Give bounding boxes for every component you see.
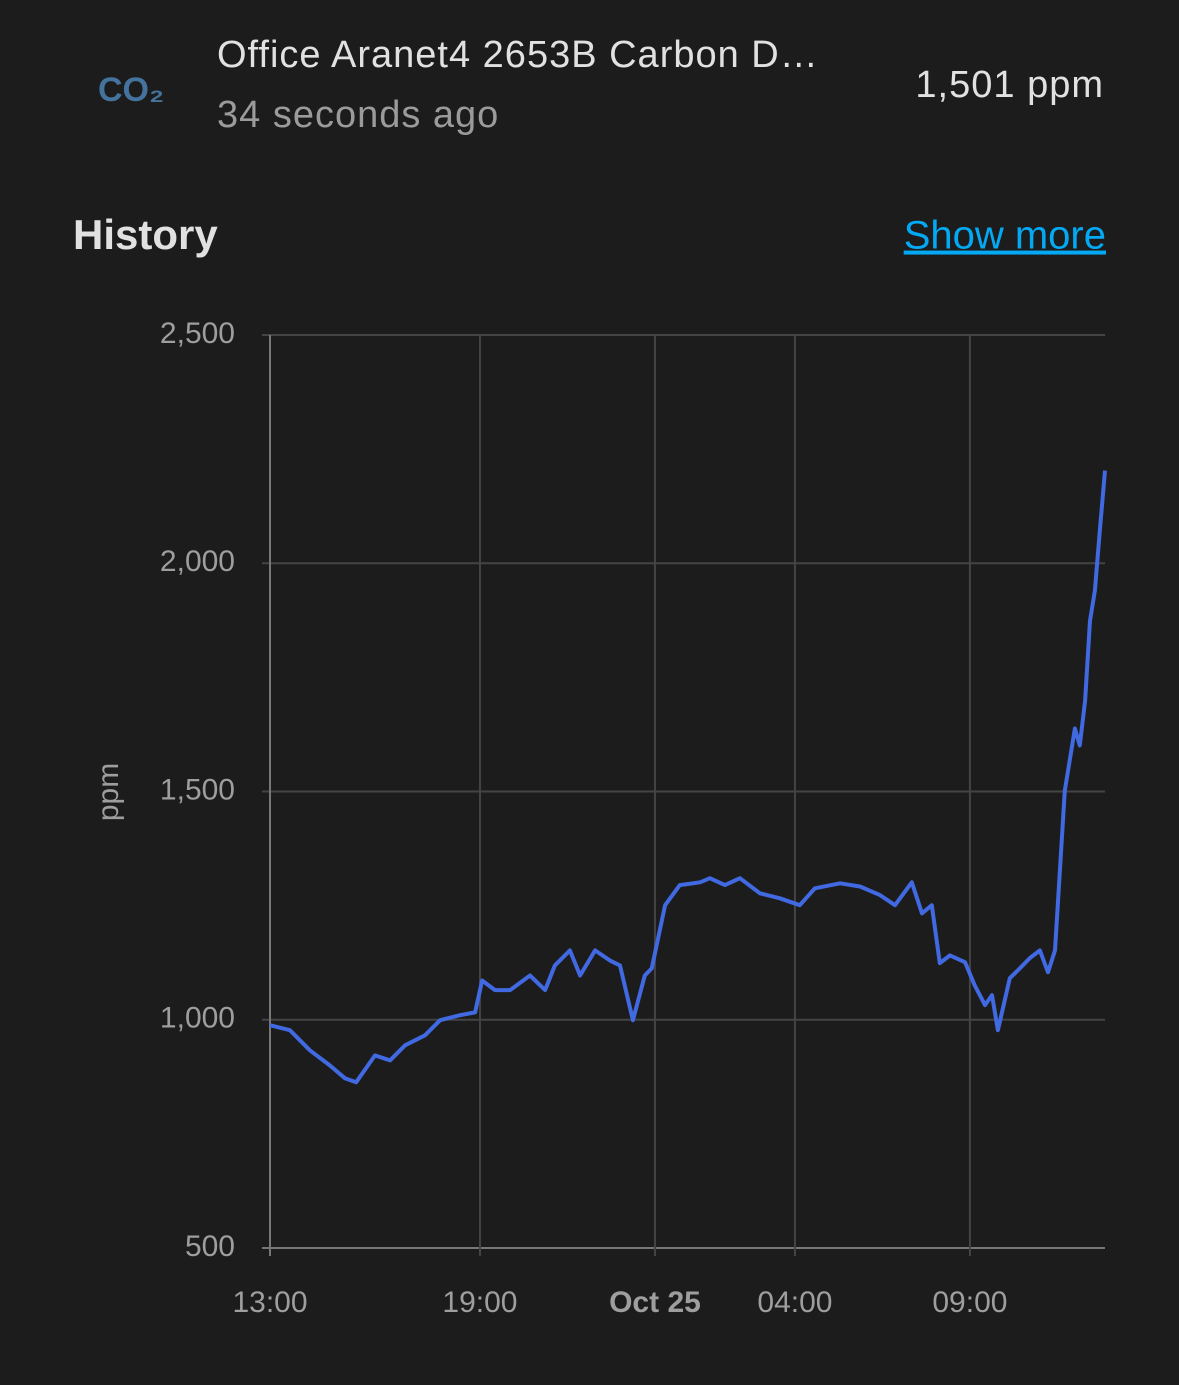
- x-tick-label: Oct 25: [609, 1286, 701, 1319]
- y-tick-label: 2,000: [160, 545, 235, 578]
- entity-icon: CO₂: [98, 71, 164, 109]
- entity-name: Office Aranet4 2653B Carbon D…: [217, 34, 819, 76]
- last-changed: 34 seconds ago: [217, 94, 499, 136]
- x-tick-label: 19:00: [442, 1286, 517, 1319]
- x-tick-label: 04:00: [757, 1286, 832, 1319]
- y-tick-label: 500: [185, 1230, 235, 1263]
- y-tick-label: 1,500: [160, 773, 235, 806]
- x-tick-label: 13:00: [232, 1286, 307, 1319]
- history-title: History: [73, 211, 218, 258]
- data-line: [269, 470, 1107, 1085]
- entity-state: 1,501 ppm: [915, 64, 1104, 106]
- y-tick-label: 1,000: [160, 1002, 235, 1035]
- y-tick-label: 2,500: [160, 317, 235, 350]
- show-more-link[interactable]: Show more: [904, 214, 1106, 258]
- x-tick-label: 09:00: [932, 1286, 1007, 1319]
- y-axis-label: ppm: [92, 763, 125, 821]
